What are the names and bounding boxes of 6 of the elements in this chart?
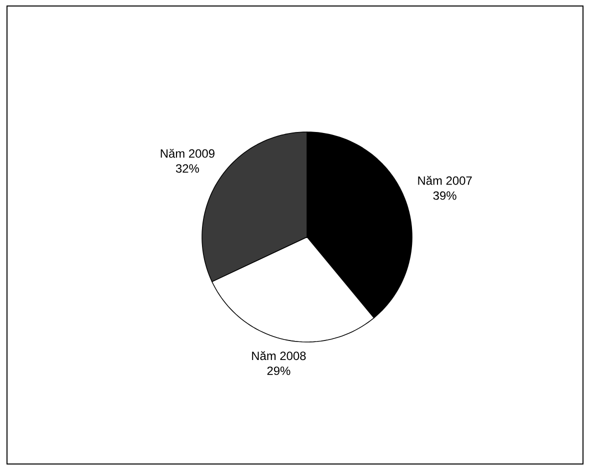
data-label: 32%	[176, 164, 199, 173]
slice-label: Năm 2009	[160, 148, 214, 158]
slice-label: Năm 2008	[252, 351, 306, 360]
slice-label: Năm 2007	[418, 176, 472, 185]
data-label: 29%	[267, 366, 290, 376]
data-label: 39%	[433, 191, 456, 200]
